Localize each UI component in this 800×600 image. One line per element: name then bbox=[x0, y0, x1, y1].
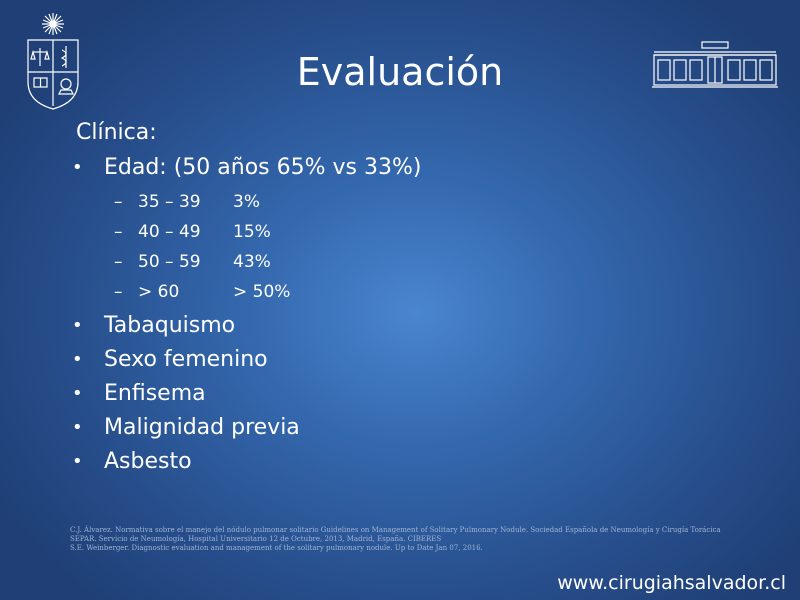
reference-line: C.J. Álvarez. Normativa sobre el manejo … bbox=[70, 526, 721, 534]
age-percent: > 50% bbox=[233, 282, 291, 302]
age-range: 50 – 59 bbox=[138, 252, 201, 272]
age-range: 40 – 49 bbox=[138, 222, 201, 242]
sub-item: – 35 – 39 3% bbox=[72, 187, 421, 217]
age-range: 35 – 39 bbox=[138, 192, 201, 212]
bullet-text: Asbesto bbox=[104, 449, 192, 474]
website-url: www.cirugiahsalvador.cl bbox=[557, 572, 786, 594]
bullet-text: Tabaquismo bbox=[104, 313, 236, 338]
bullet-item: • Enfisema bbox=[72, 379, 421, 413]
bullet-icon: • bbox=[72, 383, 83, 404]
bullet-icon: • bbox=[72, 349, 83, 370]
age-percent: 43% bbox=[233, 252, 271, 272]
university-crest-icon bbox=[27, 13, 79, 110]
slide-title: Evaluación bbox=[296, 50, 504, 94]
bullet-item: • Asbesto bbox=[72, 447, 421, 481]
age-range: > 60 bbox=[138, 282, 180, 302]
sub-item: – > 60 > 50% bbox=[72, 277, 421, 307]
sub-item: – 40 – 49 15% bbox=[72, 217, 421, 247]
bullet-item: • Malignidad previa bbox=[72, 413, 421, 447]
bullet-list: • Edad: (50 años 65% vs 33%) – 35 – 39 3%… bbox=[72, 153, 421, 481]
section-heading: Clínica: bbox=[76, 120, 157, 145]
reference-line: S.E. Weinberger. Diagnostic evaluation a… bbox=[70, 544, 483, 552]
bullet-text: Sexo femenino bbox=[104, 347, 268, 372]
bullet-text: Enfisema bbox=[104, 381, 206, 406]
dash-icon: – bbox=[114, 192, 123, 212]
bullet-item: • Sexo femenino bbox=[72, 345, 421, 379]
hospital-building-icon bbox=[652, 41, 778, 88]
sub-list-container: – 35 – 39 3% – 40 – 49 15% – 50 – 59 43% – … bbox=[72, 187, 421, 307]
bullet-icon: • bbox=[72, 451, 83, 472]
dash-icon: – bbox=[114, 282, 123, 302]
sub-item: – 50 – 59 43% bbox=[72, 247, 421, 277]
bullet-text: Edad: (50 años 65% vs 33%) bbox=[104, 155, 422, 180]
age-sub-list: – 35 – 39 3% – 40 – 49 15% – 50 – 59 43% – … bbox=[72, 187, 421, 307]
bullet-text: Malignidad previa bbox=[104, 415, 300, 440]
references: C.J. Álvarez. Normativa sobre el manejo … bbox=[70, 526, 760, 553]
bullet-item: • Edad: (50 años 65% vs 33%) bbox=[72, 153, 421, 187]
reference-line: SEPAR. Servicio de Neumología, Hospital … bbox=[70, 535, 442, 543]
bullet-icon: • bbox=[72, 315, 83, 336]
dash-icon: – bbox=[114, 252, 123, 272]
bullet-item: • Tabaquismo bbox=[72, 311, 421, 345]
bullet-icon: • bbox=[72, 157, 83, 178]
age-percent: 15% bbox=[233, 222, 271, 242]
age-percent: 3% bbox=[233, 192, 260, 212]
dash-icon: – bbox=[114, 222, 123, 242]
bullet-icon: • bbox=[72, 417, 83, 438]
